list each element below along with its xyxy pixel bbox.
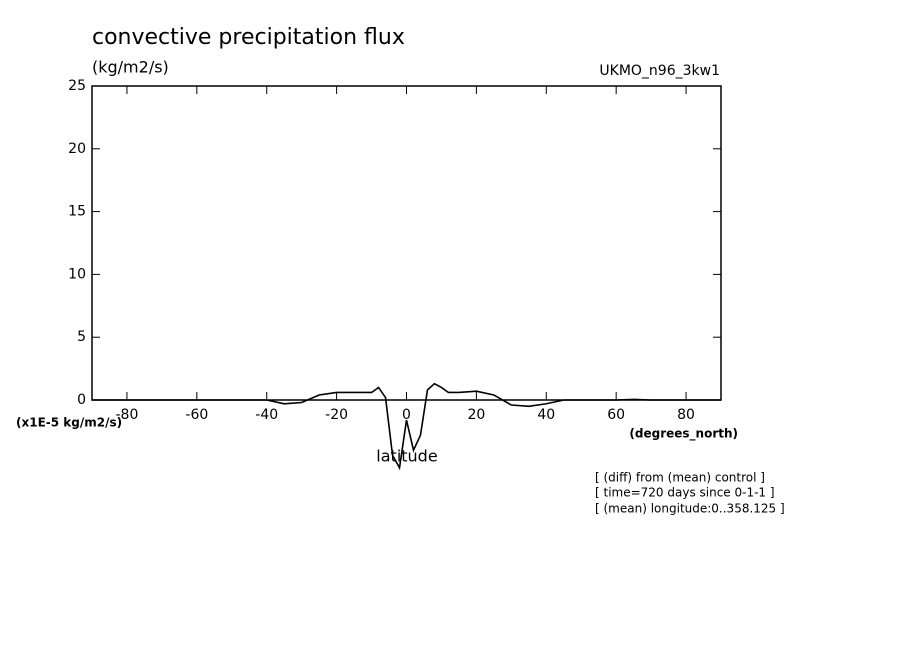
y-tick-label: 5 (77, 329, 86, 345)
x-tick-label: -20 (325, 407, 348, 423)
x-tick-label: -60 (185, 407, 208, 423)
x-tick-label: 0 (402, 407, 411, 423)
plot-frame (91, 85, 722, 401)
y-tick-label: 25 (68, 78, 86, 94)
annotation: [ (mean) longitude:0..358.125 ] (595, 502, 785, 516)
y-tick-label: 20 (68, 141, 86, 157)
annotation: [ (diff) from (mean) control ] (595, 471, 765, 485)
y-tick-label: 10 (68, 266, 86, 282)
chart-title: convective precipitation flux (92, 25, 405, 50)
model-label: UKMO_n96_3kw1 (599, 63, 720, 79)
x-tick-label: 80 (677, 407, 695, 423)
x-tick-label: -80 (116, 407, 139, 423)
annotation: [ time=720 days since 0-1-1 ] (595, 486, 775, 500)
y-tick-label: 15 (68, 204, 86, 220)
data-line (92, 382, 721, 471)
x-tick-label: -40 (255, 407, 278, 423)
x-tick-label: 40 (537, 407, 555, 423)
subtitle: (kg/m2/s) (92, 58, 169, 77)
x-tick-label: 60 (607, 407, 625, 423)
x-axis-label: latitude (376, 447, 437, 466)
y-axis-label: (x1E-5 kg/m2/s) (16, 416, 122, 430)
x-tick-label: 20 (467, 407, 485, 423)
y-tick-label: 0 (77, 392, 86, 408)
x-units: (degrees_north) (629, 427, 738, 442)
